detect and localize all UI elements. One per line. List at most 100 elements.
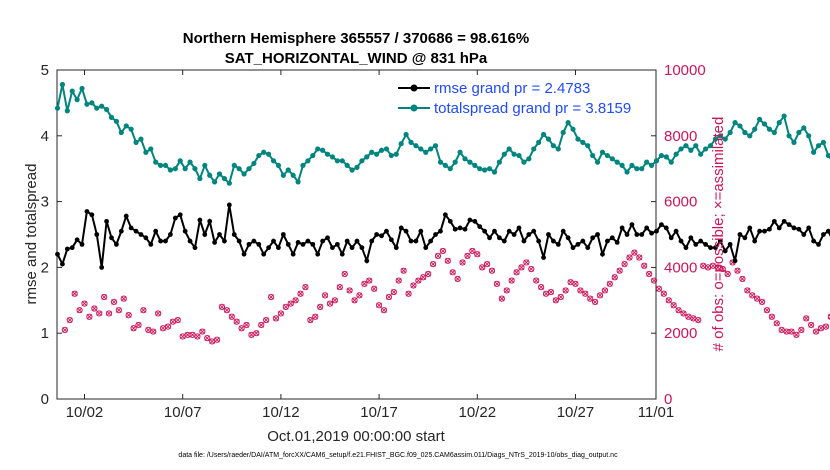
rmse-point: [482, 228, 488, 234]
rmse-point: [320, 238, 326, 244]
rmse-point: [614, 239, 620, 245]
rmse-point: [433, 232, 438, 237]
obs-point: [508, 277, 515, 284]
obs-point: [302, 284, 309, 291]
totalspread-point: [486, 166, 493, 172]
obs-point: [665, 297, 672, 304]
obs-point: [680, 310, 687, 317]
obs-point: [91, 305, 98, 312]
totalspread-point: [246, 166, 252, 172]
obs-point: [503, 287, 510, 294]
rmse-point: [801, 232, 807, 237]
totalspread-point: [752, 126, 758, 132]
obs-point: [164, 323, 172, 330]
rmse-point: [644, 225, 650, 231]
totalspread-point: [619, 162, 625, 169]
obs-point: [351, 297, 358, 304]
obs-point: [434, 252, 442, 259]
obs-point: [326, 300, 334, 307]
rmse-point: [359, 245, 365, 251]
rmse-point: [501, 238, 507, 244]
obs-point: [86, 313, 93, 320]
rmse-point: [104, 218, 109, 224]
rmse-point: [757, 228, 762, 234]
rmse-point: [280, 232, 286, 237]
rmse-point: [541, 255, 546, 260]
obs-point: [380, 307, 388, 314]
rmse-point: [172, 215, 178, 221]
totalspread-point: [496, 159, 502, 165]
totalspread-point: [599, 149, 606, 155]
obs-point: [754, 295, 761, 302]
rmse-point: [747, 225, 753, 231]
totalspread-point: [305, 158, 311, 164]
totalspread-point: [511, 151, 517, 157]
totalspread-point: [521, 159, 527, 165]
obs-point: [356, 292, 363, 299]
obs-point: [631, 249, 638, 256]
rmse-point: [570, 245, 576, 251]
rmse-point: [546, 232, 551, 237]
totalspread-point: [84, 101, 90, 107]
rmse-point: [496, 235, 502, 241]
rmse-point: [668, 235, 674, 241]
totalspread-point: [786, 133, 792, 139]
rmse-point: [560, 228, 566, 234]
rmse-point: [339, 251, 345, 257]
rmse-point: [300, 241, 306, 247]
obs-point: [429, 261, 437, 268]
totalspread-point: [791, 139, 797, 145]
obs-point: [66, 316, 73, 324]
rmse-point: [55, 251, 60, 257]
rmse-point: [487, 235, 492, 241]
totalspread-point: [590, 152, 596, 159]
totalspread-point: [732, 120, 738, 126]
totalspread-point: [575, 136, 581, 142]
rmse-point: [118, 228, 124, 234]
totalspread-point: [432, 143, 439, 149]
rmse-point: [226, 202, 232, 208]
obs-point: [405, 290, 412, 297]
obs-point: [739, 275, 746, 283]
rmse-point: [60, 261, 65, 267]
totalspread-point: [663, 154, 669, 160]
rmse-point: [511, 232, 517, 237]
totalspread-point: [403, 131, 409, 138]
obs-point: [341, 270, 348, 278]
obs-point: [425, 270, 432, 278]
rmse-point: [128, 225, 134, 231]
totalspread-point: [766, 126, 773, 132]
totalspread-point: [221, 175, 228, 182]
totalspread-point: [678, 146, 684, 152]
rmse-point: [438, 228, 443, 234]
totalspread-point: [310, 152, 316, 159]
totalspread-point: [516, 152, 522, 159]
legend: rmse grand pr = 2.4783 totalspread grand…: [392, 75, 650, 119]
totalspread-point: [698, 151, 704, 157]
rmse-point: [698, 238, 704, 244]
totalspread-point: [89, 100, 95, 106]
totalspread-point: [94, 105, 100, 111]
rmse-point: [722, 248, 728, 254]
obs-point: [204, 335, 211, 342]
totalspread-point: [825, 152, 830, 159]
rmse-point: [531, 228, 537, 234]
totalspread-point: [658, 152, 665, 159]
rmse-point: [295, 239, 301, 245]
rmse-point: [580, 238, 586, 244]
series-layer: [54, 81, 830, 345]
obs-point: [758, 298, 766, 306]
totalspread-point: [629, 162, 635, 169]
obs-point: [96, 310, 103, 317]
obs-point: [572, 280, 579, 287]
totalspread-point: [113, 118, 120, 124]
totalspread-point: [226, 180, 232, 186]
totalspread-point: [614, 159, 620, 165]
obs-point: [655, 285, 663, 292]
rmse-point: [806, 225, 812, 231]
totalspread-point: [555, 146, 561, 152]
rmse-point: [624, 232, 630, 237]
totalspread-point: [74, 97, 80, 103]
rmse-point: [811, 238, 817, 244]
rmse-point: [315, 251, 321, 257]
